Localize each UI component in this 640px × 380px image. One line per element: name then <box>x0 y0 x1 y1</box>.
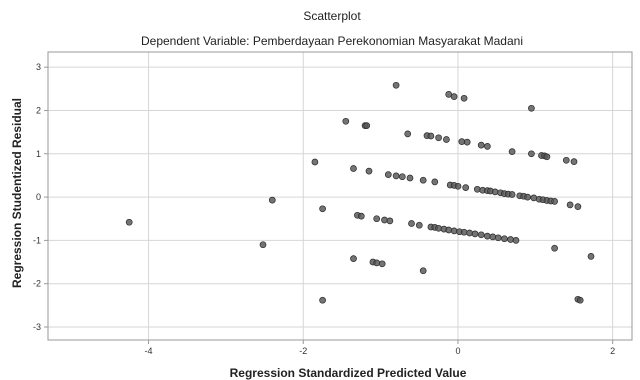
scatter-point <box>320 297 326 303</box>
y-tick-label: -1 <box>33 235 41 245</box>
scatter-point <box>464 139 470 145</box>
scatter-point <box>552 198 558 204</box>
scatter-point <box>513 237 519 243</box>
scatter-point <box>531 195 537 201</box>
scatter-point <box>575 204 581 210</box>
scatter-point <box>474 186 480 192</box>
scatter-point <box>528 151 534 157</box>
plot-frame <box>48 52 632 340</box>
scatter-point <box>484 143 490 149</box>
chart-subtitle: Dependent Variable: Pemberdayaan Perekon… <box>141 34 523 48</box>
scatter-point <box>379 261 385 267</box>
chart-title: Scatterplot <box>303 9 361 23</box>
y-tick-label: 0 <box>36 192 41 202</box>
scatter-point <box>552 245 558 251</box>
scatter-point <box>343 118 349 124</box>
scatter-point <box>399 174 405 180</box>
scatter-point <box>374 216 380 222</box>
scatter-point <box>528 105 534 111</box>
scatter-point <box>351 256 357 262</box>
scatter-point <box>312 159 318 165</box>
scatter-point <box>451 94 457 100</box>
scatter-point <box>492 189 498 195</box>
scatter-point <box>393 82 399 88</box>
scatter-point <box>393 173 399 179</box>
scatter-point <box>478 142 484 148</box>
y-tick-label: 1 <box>36 149 41 159</box>
scatter-point <box>269 197 275 203</box>
y-tick-label: -2 <box>33 279 41 289</box>
scatter-point <box>387 218 393 224</box>
scatter-point <box>563 157 569 163</box>
scatter-point <box>484 233 490 239</box>
x-tick-label: -4 <box>145 346 153 356</box>
scatter-point <box>409 221 415 227</box>
data-points <box>126 82 594 303</box>
scatter-point <box>420 268 426 274</box>
scatter-point <box>260 242 266 248</box>
y-tick-label: 3 <box>36 62 41 72</box>
x-tick-label: 0 <box>455 346 460 356</box>
scatter-point <box>467 230 473 236</box>
scatter-point <box>407 175 413 181</box>
scatter-point <box>436 135 442 141</box>
scatter-point <box>451 228 457 234</box>
x-tick-label: 2 <box>610 346 615 356</box>
y-tick-label: 2 <box>36 105 41 115</box>
scatter-point <box>509 192 515 198</box>
scatter-point <box>495 235 501 241</box>
scatter-point <box>432 179 438 185</box>
scatter-point <box>461 229 467 235</box>
scatter-point <box>588 253 594 259</box>
scatter-point <box>358 213 364 219</box>
scatter-point <box>463 185 469 191</box>
x-axis-label: Regression Standardized Predicted Value <box>230 366 467 380</box>
y-axis-label: Regression Studentized Residual <box>10 98 24 288</box>
scatter-point <box>364 123 370 129</box>
scatter-point <box>320 206 326 212</box>
scatter-point <box>461 95 467 101</box>
scatter-point <box>490 234 496 240</box>
scatter-point <box>501 236 507 242</box>
scatter-point <box>509 149 515 155</box>
scatter-point <box>126 219 132 225</box>
scatter-point <box>351 166 357 172</box>
scatter-point <box>544 154 550 160</box>
scatter-point <box>525 194 531 200</box>
scatter-point <box>416 222 422 228</box>
y-tick-label: -3 <box>33 322 41 332</box>
scatter-point <box>374 260 380 266</box>
scatter-point <box>455 183 461 189</box>
scatter-point <box>508 237 514 243</box>
scatter-point <box>472 231 478 237</box>
x-tick-label: -2 <box>299 346 307 356</box>
scatter-point <box>478 232 484 238</box>
scatter-point <box>443 137 449 143</box>
gridlines <box>48 52 632 340</box>
scatter-point <box>446 227 452 233</box>
scatter-point <box>567 202 573 208</box>
scatter-point <box>420 177 426 183</box>
scatter-point <box>382 217 388 223</box>
scatter-point <box>385 172 391 178</box>
scatter-point <box>428 133 434 139</box>
scatter-point <box>405 131 411 137</box>
scatter-point <box>571 159 577 165</box>
scatter-point <box>436 225 442 231</box>
scatter-point <box>577 297 583 303</box>
scatter-point <box>366 168 372 174</box>
